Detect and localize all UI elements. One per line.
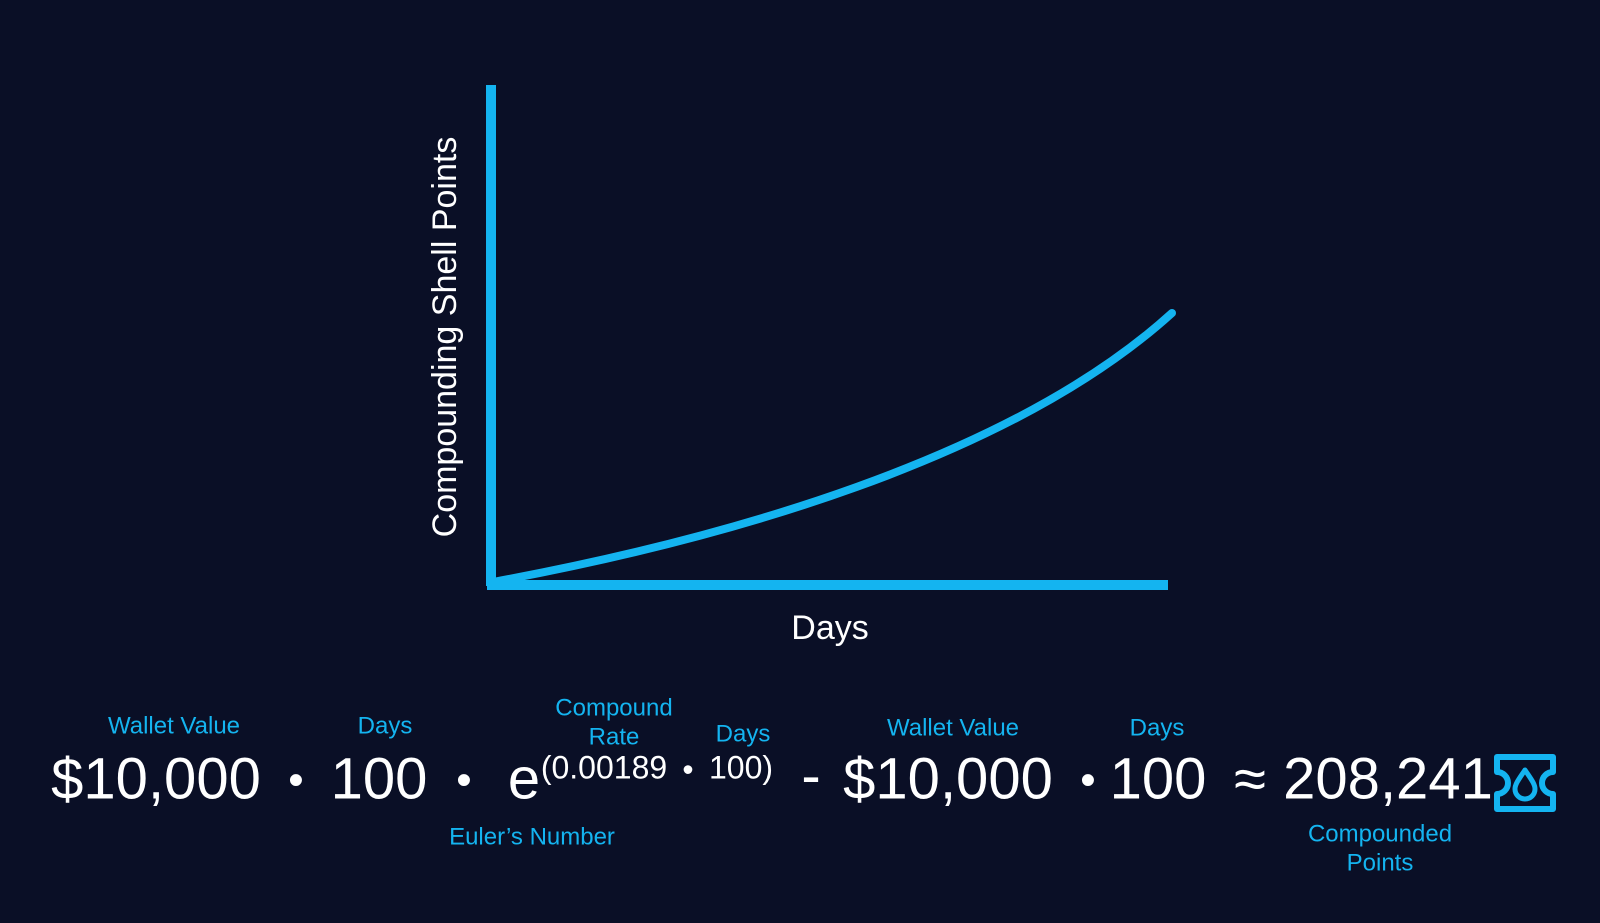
points-icon — [1494, 754, 1556, 812]
formula: $10,000 • 100 • e (0.00189 • 100) - $10,… — [51, 694, 1556, 876]
days: 100 — [1110, 746, 1207, 811]
term-label: Days — [716, 720, 771, 747]
term-label: Points — [1347, 849, 1414, 876]
operator: • — [288, 756, 303, 805]
operator: • — [456, 756, 471, 805]
term-label: Wallet Value — [887, 714, 1019, 741]
operator: ≈ — [1234, 746, 1266, 811]
x-axis-label: Days — [791, 609, 868, 647]
term-label: Compound — [555, 694, 672, 721]
days: 100 — [331, 746, 428, 811]
operator: • — [682, 751, 693, 787]
operator: - — [801, 743, 820, 808]
operator: • — [1080, 756, 1095, 805]
term-label: Compounded — [1308, 820, 1452, 847]
growth-curve — [489, 309, 1176, 586]
wallet-value: $10,000 — [51, 746, 261, 811]
wallet-value: $10,000 — [843, 746, 1053, 811]
term-label: Euler’s Number — [449, 823, 615, 850]
term-label: Days — [358, 712, 413, 739]
y-axis-label: Compounding Shell Points — [426, 137, 464, 538]
term-label: Wallet Value — [108, 712, 240, 739]
term-label: Days — [1130, 714, 1185, 741]
result: 208,241 — [1283, 746, 1493, 811]
euler-e: e — [508, 746, 540, 811]
term-label: Rate — [589, 723, 640, 750]
exponent-days: 100) — [709, 749, 773, 785]
exponent-rate: (0.00189 — [541, 749, 667, 785]
graph: Compounding Shell Points Days — [426, 85, 1176, 647]
